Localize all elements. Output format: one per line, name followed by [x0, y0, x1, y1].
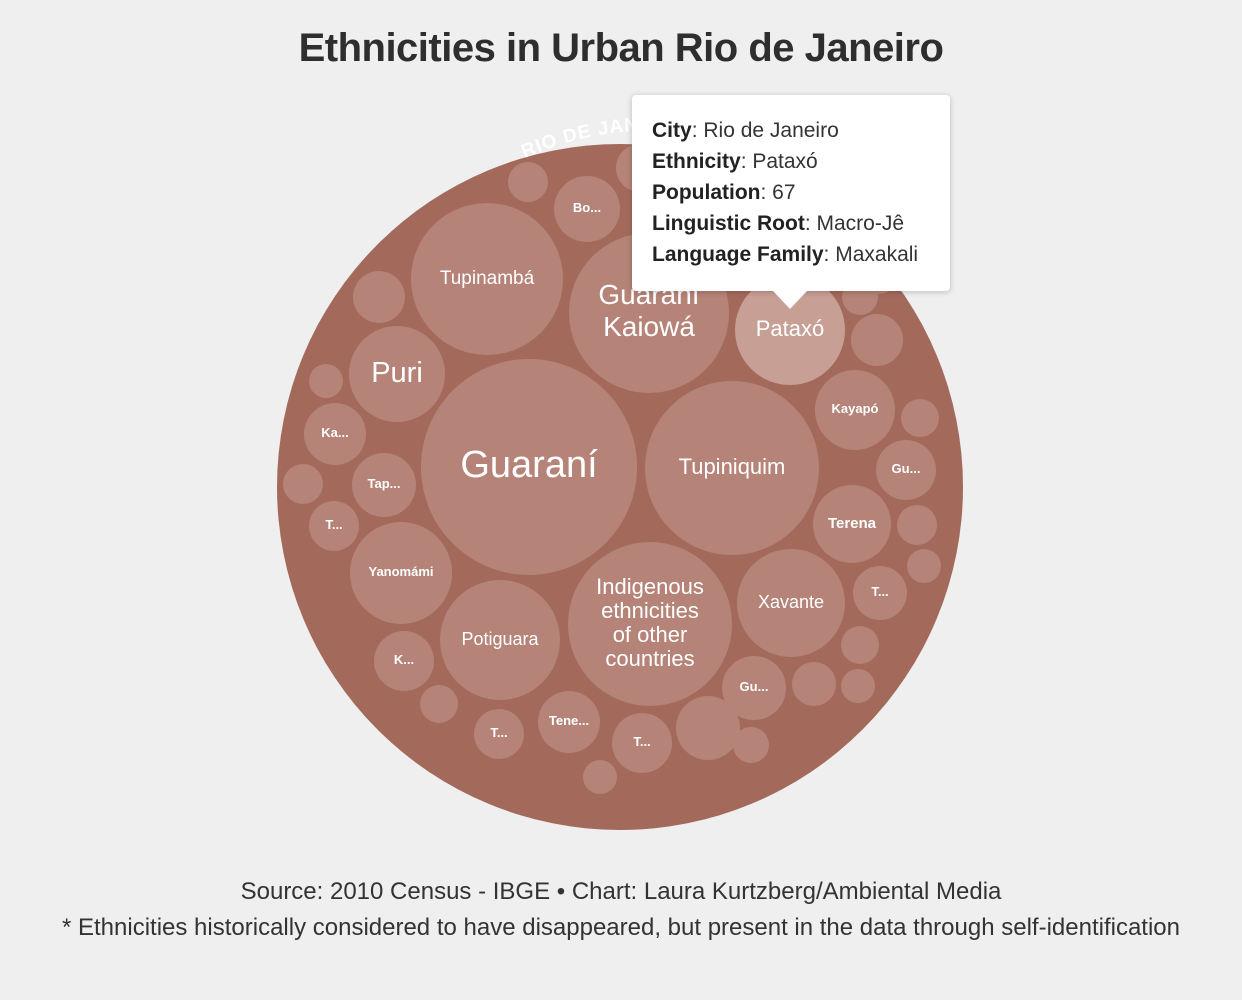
bubble[interactable] — [538, 691, 600, 753]
bubble-label: T... — [633, 734, 650, 749]
bubble-label: T... — [490, 725, 507, 740]
bubble[interactable] — [374, 631, 434, 691]
bubble-label: Indigenous ethnicities of other countries — [596, 574, 704, 671]
bubble[interactable] — [645, 381, 819, 555]
bubble-label: Guaraní — [460, 444, 598, 486]
footnote: * Ethnicities historically considered to… — [61, 914, 1180, 941]
bubbles-layer: Guaraní Tupiniquim Indigenous ethnicities of… — [283, 144, 941, 794]
bubble-label: Ka... — [321, 425, 348, 440]
bubble[interactable] — [851, 314, 903, 366]
tooltip-value-language-family: Maxakali — [835, 243, 919, 266]
bubble[interactable] — [841, 669, 875, 703]
bubble-label: Puri — [371, 357, 423, 389]
bubble-label: Gu... — [892, 461, 921, 476]
bubble[interactable] — [304, 403, 366, 465]
bubble[interactable] — [411, 203, 563, 355]
tooltip-row-linguistic-root: Linguistic Root: Macro-Jê — [652, 212, 905, 235]
bubble[interactable] — [792, 662, 836, 706]
tooltip-key-language-family: Language Family — [652, 243, 824, 266]
bubble-label: Tap... — [368, 476, 401, 491]
bubble-label: Kayapó — [832, 401, 879, 416]
bubble[interactable] — [353, 271, 405, 323]
bubble[interactable] — [420, 685, 458, 723]
bubble[interactable] — [350, 522, 452, 624]
tooltip-value-ethnicity: Pataxó — [752, 150, 818, 173]
chart-title: Ethnicities in Urban Rio de Janeiro — [298, 26, 944, 70]
bubble-label: Gu... — [740, 679, 769, 694]
bubble[interactable] — [733, 727, 769, 763]
tooltip-key-linguistic-root: Linguistic Root — [652, 212, 805, 235]
tooltip: City: Rio de Janeiro Ethnicity: Pataxó P… — [632, 95, 950, 291]
tooltip-value-city: Rio de Janeiro — [703, 119, 839, 142]
tooltip-row-language-family: Language Family: Maxakali — [652, 243, 919, 266]
bubble-label: K... — [394, 652, 414, 667]
bubble[interactable] — [474, 709, 524, 759]
bubble[interactable] — [568, 542, 732, 706]
bubble[interactable] — [737, 549, 845, 657]
bubble-label: T... — [325, 517, 342, 532]
bubble[interactable] — [813, 485, 891, 563]
tooltip-pointer — [773, 291, 807, 309]
bubble-label: Tene... — [549, 713, 589, 728]
bubble[interactable] — [841, 626, 879, 664]
bubble[interactable] — [612, 713, 672, 773]
bubble-label: Xavante — [758, 592, 824, 612]
tooltip-row-city: City: Rio de Janeiro — [652, 119, 839, 142]
bubble-label: Pataxó — [756, 316, 825, 341]
tooltip-key-city: City — [652, 119, 692, 142]
bubble[interactable] — [309, 364, 343, 398]
bubble[interactable] — [508, 162, 548, 202]
tooltip-value-linguistic-root: Macro-Jê — [816, 212, 905, 235]
bubble[interactable] — [440, 580, 560, 700]
bubble[interactable] — [676, 696, 740, 760]
bubble[interactable] — [583, 760, 617, 794]
bubble[interactable] — [735, 275, 845, 385]
bubble[interactable] — [421, 359, 637, 575]
source-credit: Source: 2010 Census - IBGE • Chart: Laur… — [240, 878, 1002, 905]
bubble-label: Tupiniquim — [679, 454, 786, 479]
tooltip-row-population: Population: 67 — [652, 181, 796, 204]
bubble[interactable] — [853, 566, 907, 620]
tooltip-value-population: 67 — [772, 181, 796, 204]
bubble[interactable] — [901, 399, 939, 437]
bubble[interactable] — [349, 326, 445, 422]
bubble[interactable] — [876, 440, 936, 500]
bubble[interactable] — [283, 464, 323, 504]
tooltip-key-population: Population — [652, 181, 761, 204]
tooltip-row-ethnicity: Ethnicity: Pataxó — [652, 150, 818, 173]
bubble-label: T... — [871, 584, 888, 599]
bubble-label: Potiguara — [461, 629, 539, 649]
bubble-label: Terena — [828, 515, 877, 532]
bubble-label: Yanomámi — [368, 564, 433, 579]
tooltip-key-ethnicity: Ethnicity — [652, 150, 741, 173]
bubble[interactable] — [352, 453, 416, 517]
bubble[interactable] — [907, 549, 941, 583]
bubble[interactable] — [815, 370, 895, 450]
bubble[interactable] — [309, 501, 359, 551]
bubble[interactable] — [897, 505, 937, 545]
bubble[interactable] — [722, 656, 786, 720]
bubble[interactable] — [554, 176, 620, 242]
bubble-label: Tupinambá — [440, 268, 535, 289]
source-note: Source: 2010 Census - IBGE • Chart: Laur… — [60, 874, 1182, 946]
bubble-label: Bo... — [573, 200, 601, 215]
